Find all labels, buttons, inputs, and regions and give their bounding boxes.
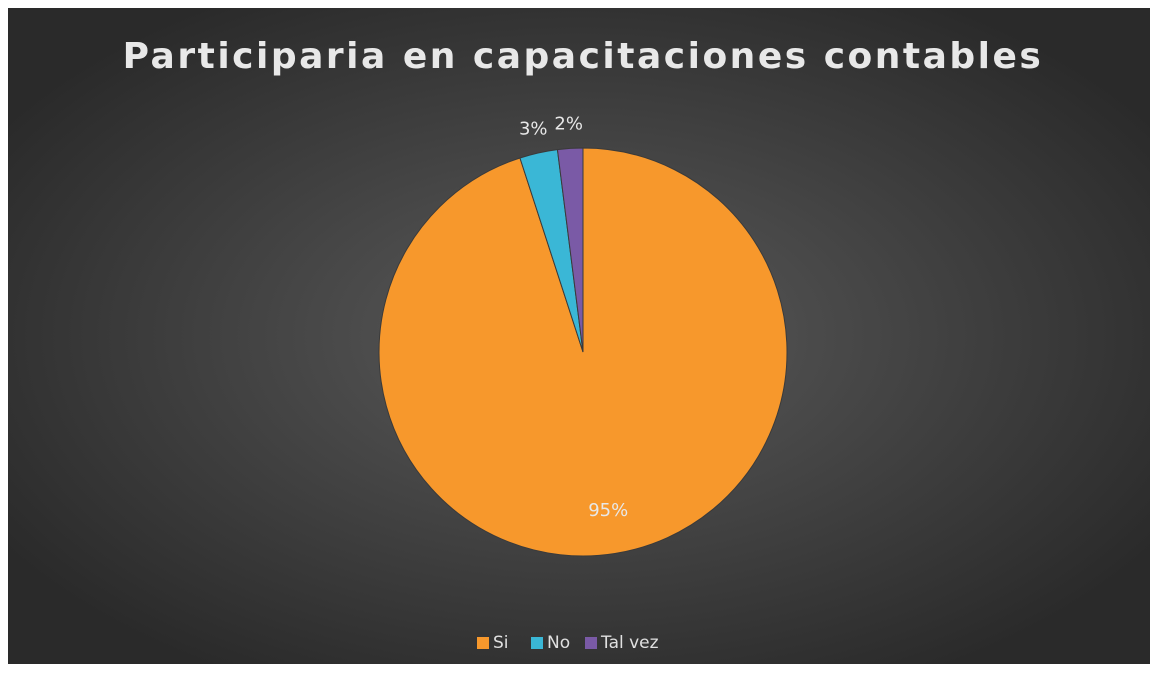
data-label: 95% [588, 500, 628, 521]
legend-label: Tal vez [600, 633, 659, 653]
data-label: 3% [519, 118, 548, 139]
data-label: 2% [554, 113, 583, 134]
legend-label: Si [493, 633, 509, 653]
chart-title: Participaria en capacitaciones contables [123, 36, 1044, 77]
legend-swatch [477, 637, 489, 649]
legend-label: No [547, 633, 570, 653]
legend-swatch [531, 637, 543, 649]
legend-swatch [585, 637, 597, 649]
pie-slice [556, 147, 584, 353]
